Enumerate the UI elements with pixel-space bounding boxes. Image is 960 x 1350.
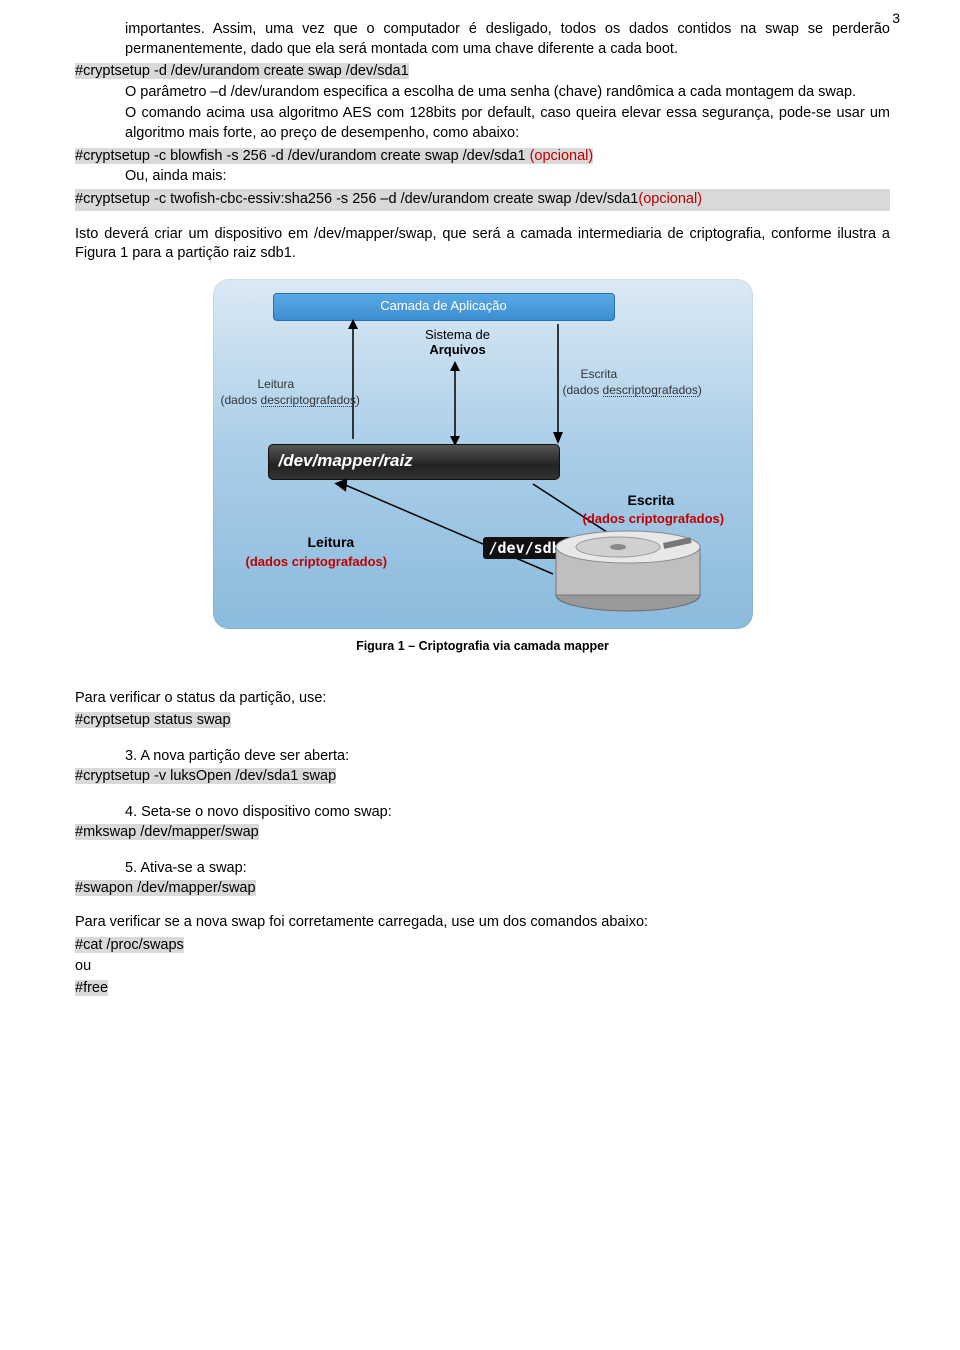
cmd-text: #free [75, 980, 108, 996]
page-number: 3 [892, 10, 900, 26]
command-1: #cryptsetup -d /dev/urandom create swap … [75, 61, 890, 83]
paragraph-4: Ou, ainda mais: [75, 167, 890, 187]
command-3: #cryptsetup -c twofish-cbc-essiv:sha256 … [75, 189, 890, 211]
figure-1: Camada de Aplicação Sistema de Arquivos … [213, 279, 753, 653]
label-crypt-right: (dados criptografados) [583, 511, 725, 526]
list-item-3: 3. A nova partição deve ser aberta: [75, 748, 890, 764]
cmd-text: #cryptsetup -v luksOpen /dev/sda1 swap [75, 768, 336, 784]
paragraph-2: O parâmetro –d /dev/urandom especifica a… [75, 83, 890, 103]
arrow-up-left [343, 319, 363, 444]
label-leitura-bot: Leitura [308, 534, 355, 550]
paragraph-8: ou [75, 957, 890, 977]
label-escrita-bot: Escrita [628, 492, 675, 508]
command-8: #cat /proc/swaps [75, 935, 890, 957]
label-decrypt-right: (dados descriptografados) [563, 383, 702, 397]
label-escrita-top: Escrita [581, 367, 618, 381]
figure-canvas: Camada de Aplicação Sistema de Arquivos … [213, 279, 753, 629]
label-sistema: Sistema de Arquivos [408, 327, 508, 357]
cmd-text: #mkswap /dev/mapper/swap [75, 824, 259, 840]
list-item-5: 5. Ativa-se a swap: [75, 860, 890, 876]
figure-caption: Figura 1 – Criptografia via camada mappe… [213, 639, 753, 653]
command-5: #cryptsetup -v luksOpen /dev/sda1 swap [75, 766, 890, 788]
paragraph-3: O comando acima usa algoritmo AES com 12… [75, 104, 890, 143]
arrow-down-right [548, 319, 568, 444]
paragraph-1: importantes. Assim, uma vez que o comput… [75, 20, 890, 59]
hdd-icon [553, 525, 703, 615]
list-item-4: 4. Seta-se o novo dispositivo como swap: [75, 804, 890, 820]
command-6: #mkswap /dev/mapper/swap [75, 822, 890, 844]
label-leitura-top: Leitura [258, 377, 295, 391]
cmd-text: #cryptsetup status swap [75, 712, 231, 728]
label-decrypt-left: (dados descriptografados) [221, 393, 360, 407]
cmd-text: #cryptsetup -d /dev/urandom create swap … [75, 63, 409, 79]
cmd-text: #swapon /dev/mapper/swap [75, 880, 256, 896]
cmd-text: #cat /proc/swaps [75, 937, 184, 953]
cmd-text: #cryptsetup -c blowfish -s 256 -d /dev/u… [75, 148, 593, 164]
command-2: #cryptsetup -c blowfish -s 256 -d /dev/u… [75, 146, 890, 168]
command-9: #free [75, 978, 890, 1000]
label-crypt-left: (dados criptografados) [246, 554, 388, 569]
app-layer-box: Camada de Aplicação [273, 293, 615, 321]
page-container: 3 importantes. Assim, uma vez que o comp… [0, 0, 960, 1030]
command-4: #cryptsetup status swap [75, 710, 890, 732]
mapper-bar: /dev/mapper/raiz [268, 444, 560, 480]
paragraph-5: Isto deverá criar um dispositivo em /dev… [75, 225, 890, 264]
command-7: #swapon /dev/mapper/swap [75, 878, 890, 900]
arrow-center [445, 361, 465, 446]
paragraph-7: Para verificar se a nova swap foi corret… [75, 913, 890, 933]
paragraph-6: Para verificar o status da partição, use… [75, 689, 890, 709]
